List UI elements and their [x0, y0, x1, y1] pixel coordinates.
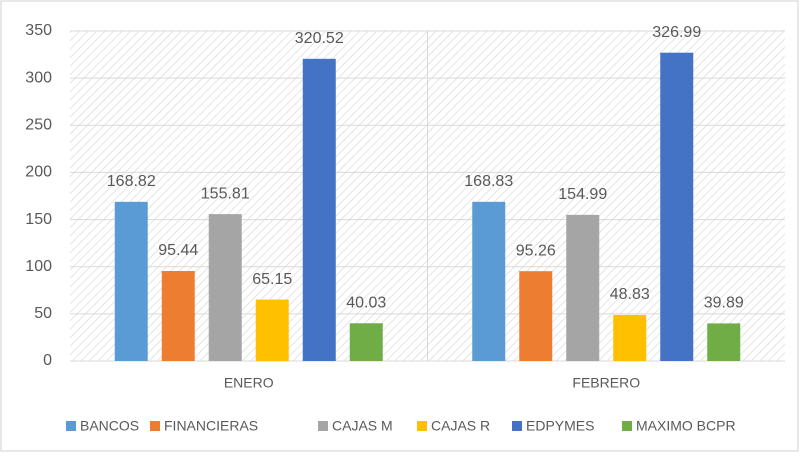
legend-swatch	[318, 421, 328, 431]
y-tick-label: 0	[43, 352, 52, 369]
bar	[613, 314, 647, 361]
bar	[302, 58, 336, 361]
data-label: 40.03	[346, 294, 386, 311]
bar	[208, 214, 242, 361]
y-tick-label: 100	[25, 258, 52, 275]
bar	[707, 323, 741, 361]
data-label: 168.82	[107, 173, 156, 190]
y-tick-label: 150	[25, 211, 52, 228]
legend-label: CAJAS R	[431, 418, 490, 434]
data-label: 95.44	[158, 242, 198, 259]
data-label: 39.89	[704, 295, 744, 312]
legend-swatch	[622, 421, 632, 431]
bar	[566, 214, 600, 361]
bar	[349, 323, 383, 361]
y-tick-label: 350	[25, 22, 52, 39]
data-label: 155.81	[201, 185, 250, 202]
x-tick-label: FEBRERO	[572, 375, 640, 391]
data-label: 320.52	[295, 30, 344, 47]
bar	[255, 299, 289, 361]
y-tick-label: 250	[25, 117, 52, 134]
legend-label: BANCOS	[80, 418, 139, 434]
bar	[472, 201, 506, 361]
bar	[114, 201, 148, 361]
data-label: 326.99	[652, 24, 701, 41]
y-tick-label: 300	[25, 69, 52, 86]
legend-label: CAJAS M	[332, 418, 393, 434]
data-label: 65.15	[252, 271, 292, 288]
bar	[660, 52, 694, 362]
data-label: 168.83	[464, 173, 513, 190]
legend-swatch	[66, 421, 76, 431]
y-tick-label: 200	[25, 164, 52, 181]
legend-label: MAXIMO BCPR	[636, 418, 736, 434]
legend-swatch	[150, 421, 160, 431]
legend-swatch	[512, 421, 522, 431]
bar	[161, 271, 195, 361]
bar	[519, 271, 553, 361]
data-label: 95.26	[516, 242, 556, 259]
legend-swatch	[417, 421, 427, 431]
y-tick-label: 50	[34, 305, 52, 322]
legend-label: EDPYMES	[526, 418, 594, 434]
legend-label: FINANCIERAS	[164, 418, 258, 434]
data-label: 154.99	[558, 186, 607, 203]
data-label: 48.83	[610, 286, 650, 303]
x-tick-label: ENERO	[224, 375, 274, 391]
